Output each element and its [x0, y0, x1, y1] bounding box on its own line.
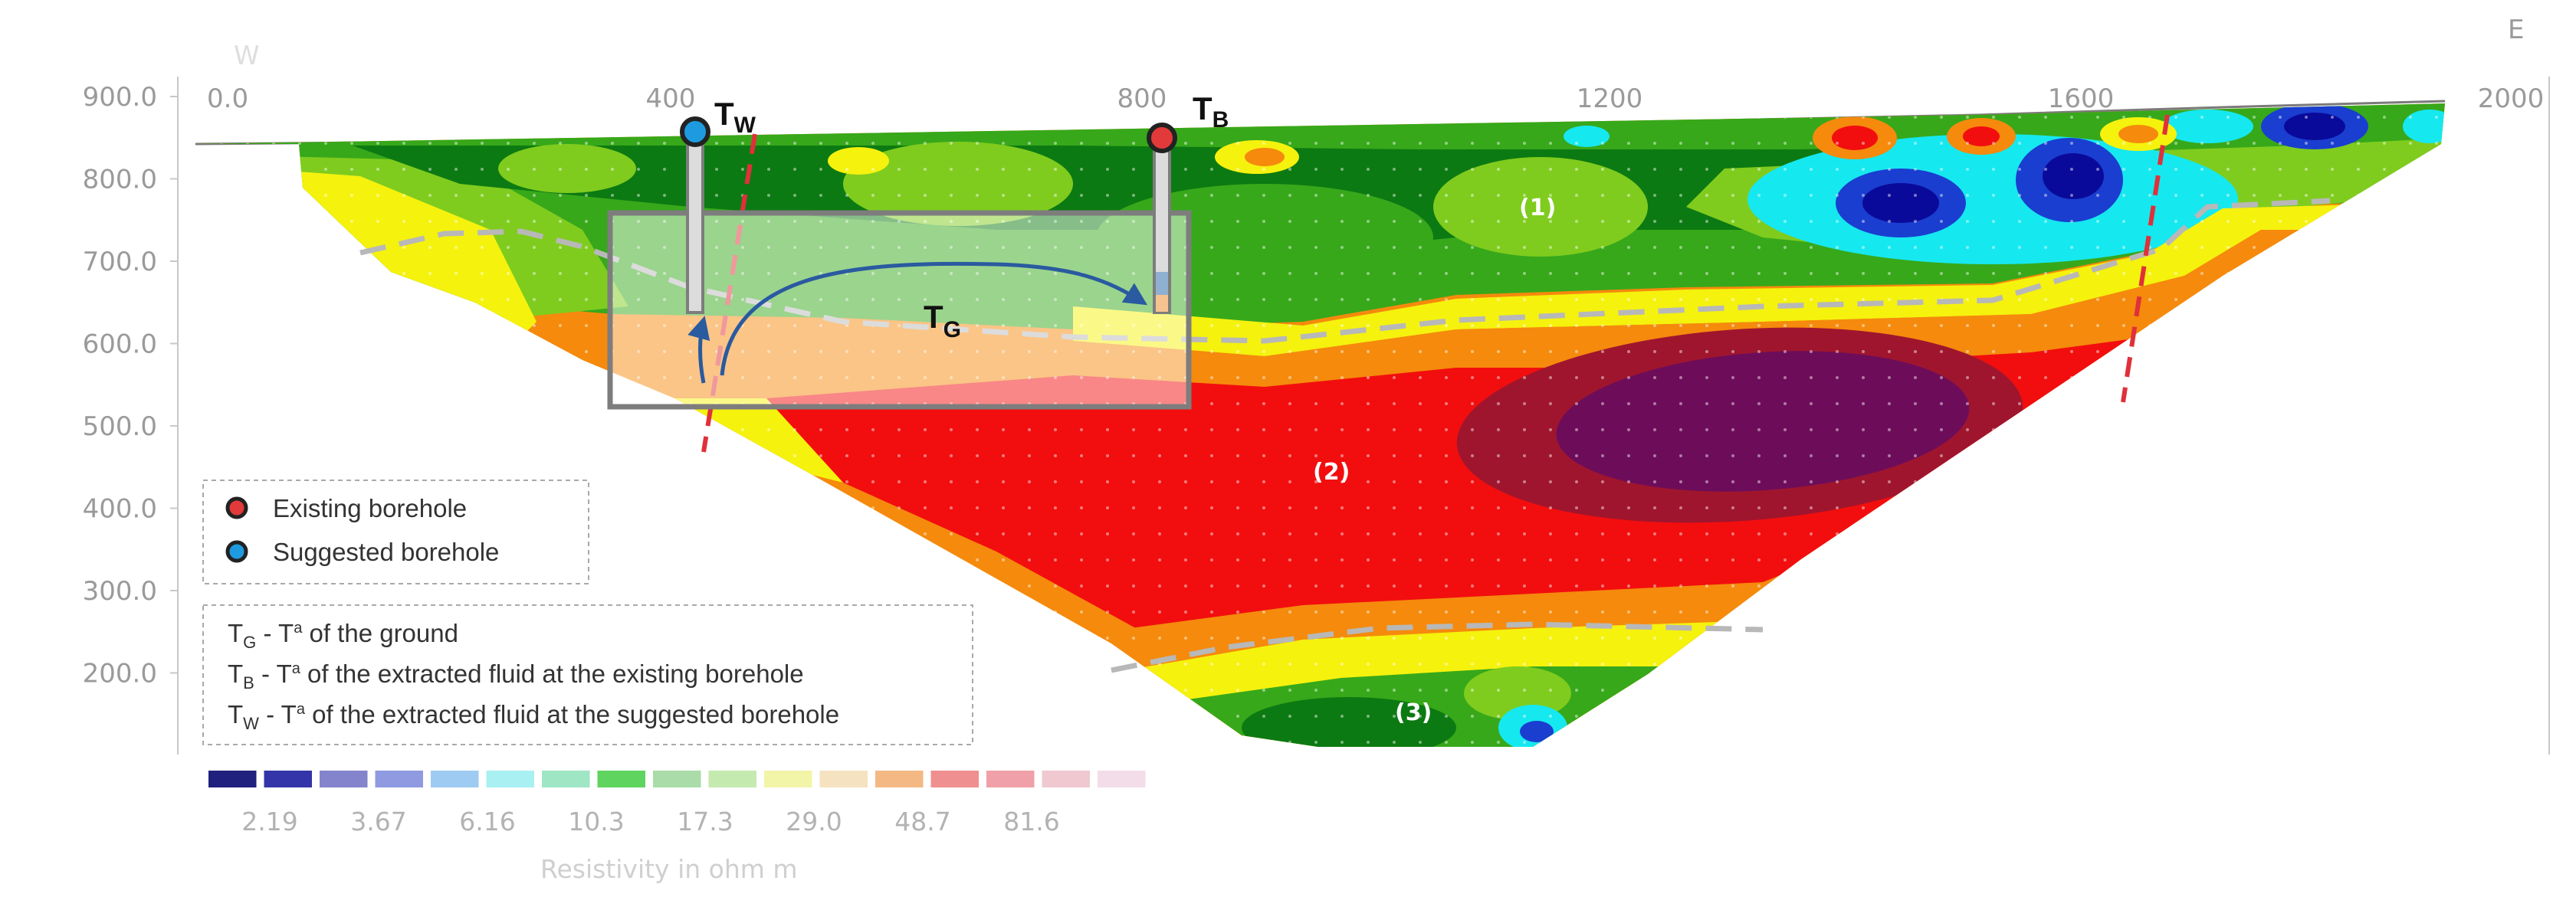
colorbar-swatch	[208, 771, 257, 787]
suggested-borehole: TW	[680, 96, 756, 314]
lower-layer-boundary	[1111, 621, 1764, 673]
ground-temperature-zone	[607, 210, 1192, 410]
colorbar-title: Resistivity in ohm m	[540, 854, 798, 884]
colorbar-label: 48.7	[894, 807, 950, 836]
colorbar-swatch	[708, 771, 756, 787]
colorbar-label: 10.3	[568, 807, 624, 836]
colorbar-label: 29.0	[786, 807, 842, 836]
colorbar-swatch	[264, 771, 312, 787]
region-label-3: (3)	[1395, 699, 1432, 726]
colorbar-swatch	[320, 771, 368, 787]
colorbar-swatch	[597, 771, 645, 787]
definition-suggested-borehole-temperature: TW - Ta of the extracted fluid at the su…	[228, 700, 839, 733]
colorbar-swatch	[819, 771, 868, 787]
colorbar-swatch	[375, 771, 423, 787]
flow-arrow-upward	[687, 316, 710, 384]
colorbar-swatch	[542, 771, 590, 787]
y-tick-label: 600.0	[83, 329, 157, 360]
definition-ground-temperature: TG - Ta of the ground	[228, 619, 458, 652]
existing-borehole: TB	[1147, 90, 1229, 314]
x-axis-ticks: 0.0 400 800 1200 1600 2000	[207, 83, 2544, 114]
east-label: E	[2508, 15, 2524, 45]
y-tick-label: 900.0	[83, 82, 157, 113]
colorbar-label: 17.3	[677, 807, 733, 836]
colorbar-swatch	[1098, 771, 1146, 787]
colorbar-swatch	[764, 771, 812, 787]
resistivity-colorbar	[208, 771, 1146, 787]
fault-line-east	[2121, 114, 2170, 403]
borehole-legend: Existing borehole Suggested borehole	[202, 480, 589, 584]
y-tick-label: 400.0	[83, 494, 157, 525]
definitions-legend-frame	[202, 604, 973, 745]
x-tick-label: 800	[1117, 83, 1167, 114]
colorbar-swatch	[431, 771, 479, 787]
existing-borehole-label: TB	[1193, 90, 1229, 133]
temperature-definitions-legend: TG - Ta of the ground TB - Ta of the ext…	[202, 604, 973, 745]
x-tick-label: 0.0	[207, 83, 248, 114]
west-label: W	[234, 41, 260, 71]
existing-borehole-legend-text: Existing borehole	[273, 494, 467, 522]
colorbar-label: 6.16	[459, 807, 515, 836]
region-label-2: (2)	[1313, 459, 1350, 486]
colorbar-label: 3.67	[350, 807, 406, 836]
ground-temperature-label: TG	[924, 299, 961, 342]
colorbar-swatch	[1042, 771, 1090, 787]
x-tick-label: 1600	[2048, 83, 2115, 114]
suggested-borehole-marker	[680, 116, 710, 147]
existing-borehole-bottom	[1156, 295, 1168, 312]
x-tick-label: 1200	[1577, 83, 1643, 114]
colorbar-label: 81.6	[1003, 807, 1059, 836]
suggested-borehole-legend-icon	[225, 540, 248, 563]
existing-borehole-marker	[1147, 123, 1177, 153]
existing-borehole-legend-icon	[225, 496, 248, 519]
borehole-legend-frame	[202, 480, 589, 584]
y-tick-label: 500.0	[83, 411, 157, 442]
suggested-borehole-label: TW	[714, 96, 756, 138]
y-axis-ticks: 900.0 800.0 700.0 600.0 500.0 400.0 300.0 200.0	[83, 82, 178, 689]
colorbar-swatch	[875, 771, 924, 787]
suggested-borehole-casing	[686, 136, 704, 314]
y-tick-label: 300.0	[83, 576, 157, 607]
y-tick-label: 800.0	[83, 165, 157, 195]
definition-existing-borehole-temperature: TB - Ta of the extracted fluid at the ex…	[228, 660, 804, 692]
existing-borehole-screen	[1156, 272, 1168, 295]
colorbar-label: 2.19	[241, 807, 297, 836]
resistivity-colorbar-labels: 2.19 3.67 6.16 10.3 17.3 29.0 48.7 81.6	[241, 807, 1059, 836]
flow-arrow-toward-existing	[720, 261, 1148, 376]
x-tick-label: 2000	[2478, 83, 2545, 114]
upper-layer-boundary	[359, 198, 2331, 344]
colorbar-swatch	[653, 771, 701, 787]
y-tick-label: 200.0	[83, 659, 157, 689]
colorbar-swatch	[930, 771, 979, 787]
colorbar-swatch	[486, 771, 534, 787]
suggested-borehole-legend-text: Suggested borehole	[273, 538, 499, 566]
region-label-1: (1)	[1519, 195, 1556, 221]
y-tick-label: 700.0	[83, 247, 157, 277]
x-tick-label: 400	[646, 83, 696, 114]
colorbar-swatch	[986, 771, 1035, 787]
